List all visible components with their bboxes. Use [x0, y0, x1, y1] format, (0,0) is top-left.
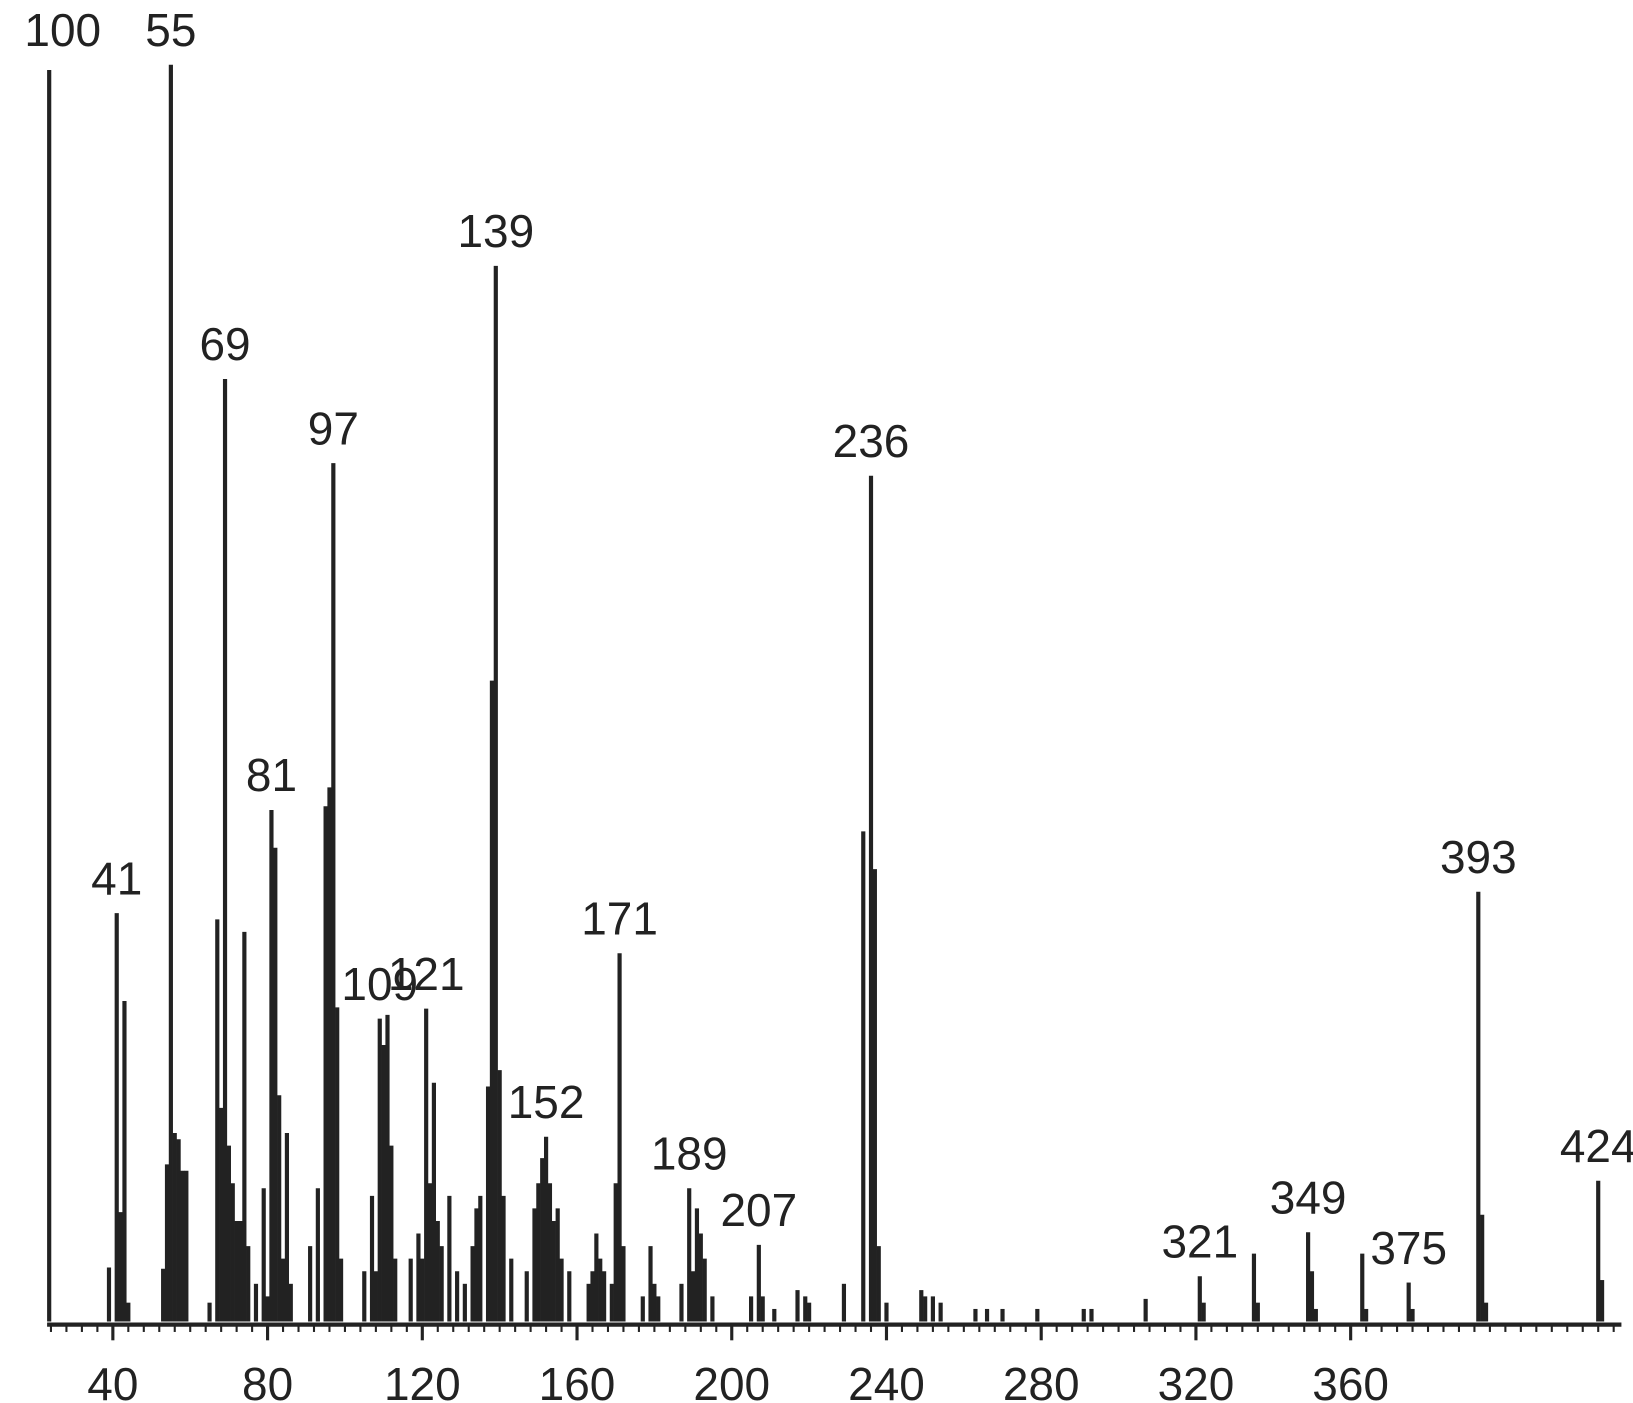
peak-label: 189 [651, 1127, 728, 1179]
y-tick-label: 100 [24, 4, 101, 56]
peak-label: 375 [1370, 1222, 1447, 1274]
peak-label: 236 [833, 415, 910, 467]
x-tick-label: 280 [1003, 1358, 1080, 1403]
peak-label: 69 [199, 318, 250, 370]
peak-label: 109 [341, 958, 418, 1010]
x-tick-label: 160 [539, 1358, 616, 1403]
x-tick-label: 40 [87, 1358, 138, 1403]
x-tick-label: 200 [693, 1358, 770, 1403]
peak-label: 393 [1440, 831, 1517, 883]
peak-label: 207 [720, 1184, 797, 1236]
peak-label: 139 [457, 205, 534, 257]
peak-label: 55 [145, 4, 196, 56]
peak-label: 171 [581, 892, 658, 944]
peak-label: 81 [246, 749, 297, 801]
peak-label: 121 [388, 948, 465, 1000]
x-tick-label: 360 [1312, 1358, 1389, 1403]
peak-label: 349 [1270, 1171, 1347, 1223]
x-tick-label: 80 [242, 1358, 293, 1403]
x-tick-label: 120 [384, 1358, 461, 1403]
x-tick-label: 320 [1158, 1358, 1235, 1403]
peak-label: 321 [1161, 1215, 1238, 1267]
peak-label: 97 [308, 402, 359, 454]
peak-label: 424 [1560, 1120, 1633, 1172]
x-tick-label: 240 [848, 1358, 925, 1403]
peak-label: 152 [508, 1076, 585, 1128]
peak-label: 41 [91, 852, 142, 904]
